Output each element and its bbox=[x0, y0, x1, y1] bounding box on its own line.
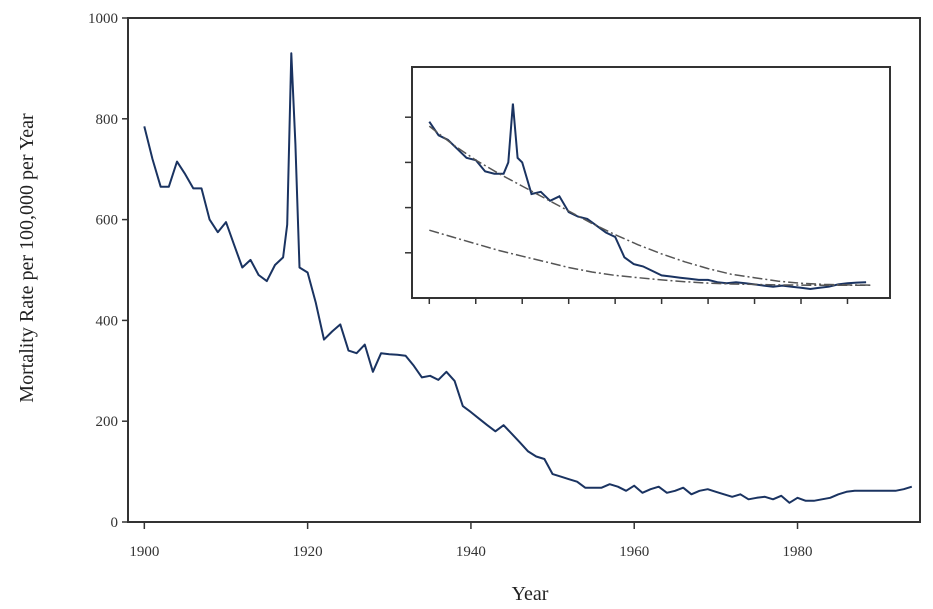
y-tick-label: 600 bbox=[96, 213, 119, 229]
inset-trend-line-1 bbox=[428, 125, 871, 286]
y-tick-label: 800 bbox=[96, 112, 119, 128]
inset-mortality-line bbox=[428, 103, 867, 291]
inset-frame bbox=[411, 66, 891, 299]
inset-trend-line-2 bbox=[429, 229, 871, 287]
mortality-series-line bbox=[143, 52, 913, 504]
y-axis: 0 200 400 600 800 1000 bbox=[88, 11, 128, 531]
inset-plot bbox=[405, 66, 891, 304]
x-tick-label: 1980 bbox=[783, 544, 813, 560]
y-axis-title: Mortality Rate per 100,000 per Year bbox=[16, 113, 38, 403]
y-tick-label: 200 bbox=[96, 414, 119, 430]
y-tick-label: 0 bbox=[111, 515, 119, 531]
x-tick-label: 1920 bbox=[293, 544, 323, 560]
x-axis: 1900 1920 1940 1960 1980 bbox=[129, 522, 813, 560]
main-plot: 1900 1920 1940 1960 1980 0 200 400 600 800 1000 bbox=[88, 11, 921, 560]
plot-frame bbox=[127, 17, 921, 523]
y-tick-label: 400 bbox=[96, 313, 119, 329]
inset-x-axis bbox=[428, 298, 849, 304]
inset-y-axis bbox=[405, 116, 412, 254]
inset-series bbox=[428, 103, 871, 291]
x-axis-title: Year bbox=[512, 583, 549, 605]
x-tick-label: 1900 bbox=[129, 544, 159, 560]
y-tick-label: 1000 bbox=[88, 11, 118, 27]
x-tick-label: 1960 bbox=[619, 544, 649, 560]
x-tick-label: 1940 bbox=[456, 544, 486, 560]
